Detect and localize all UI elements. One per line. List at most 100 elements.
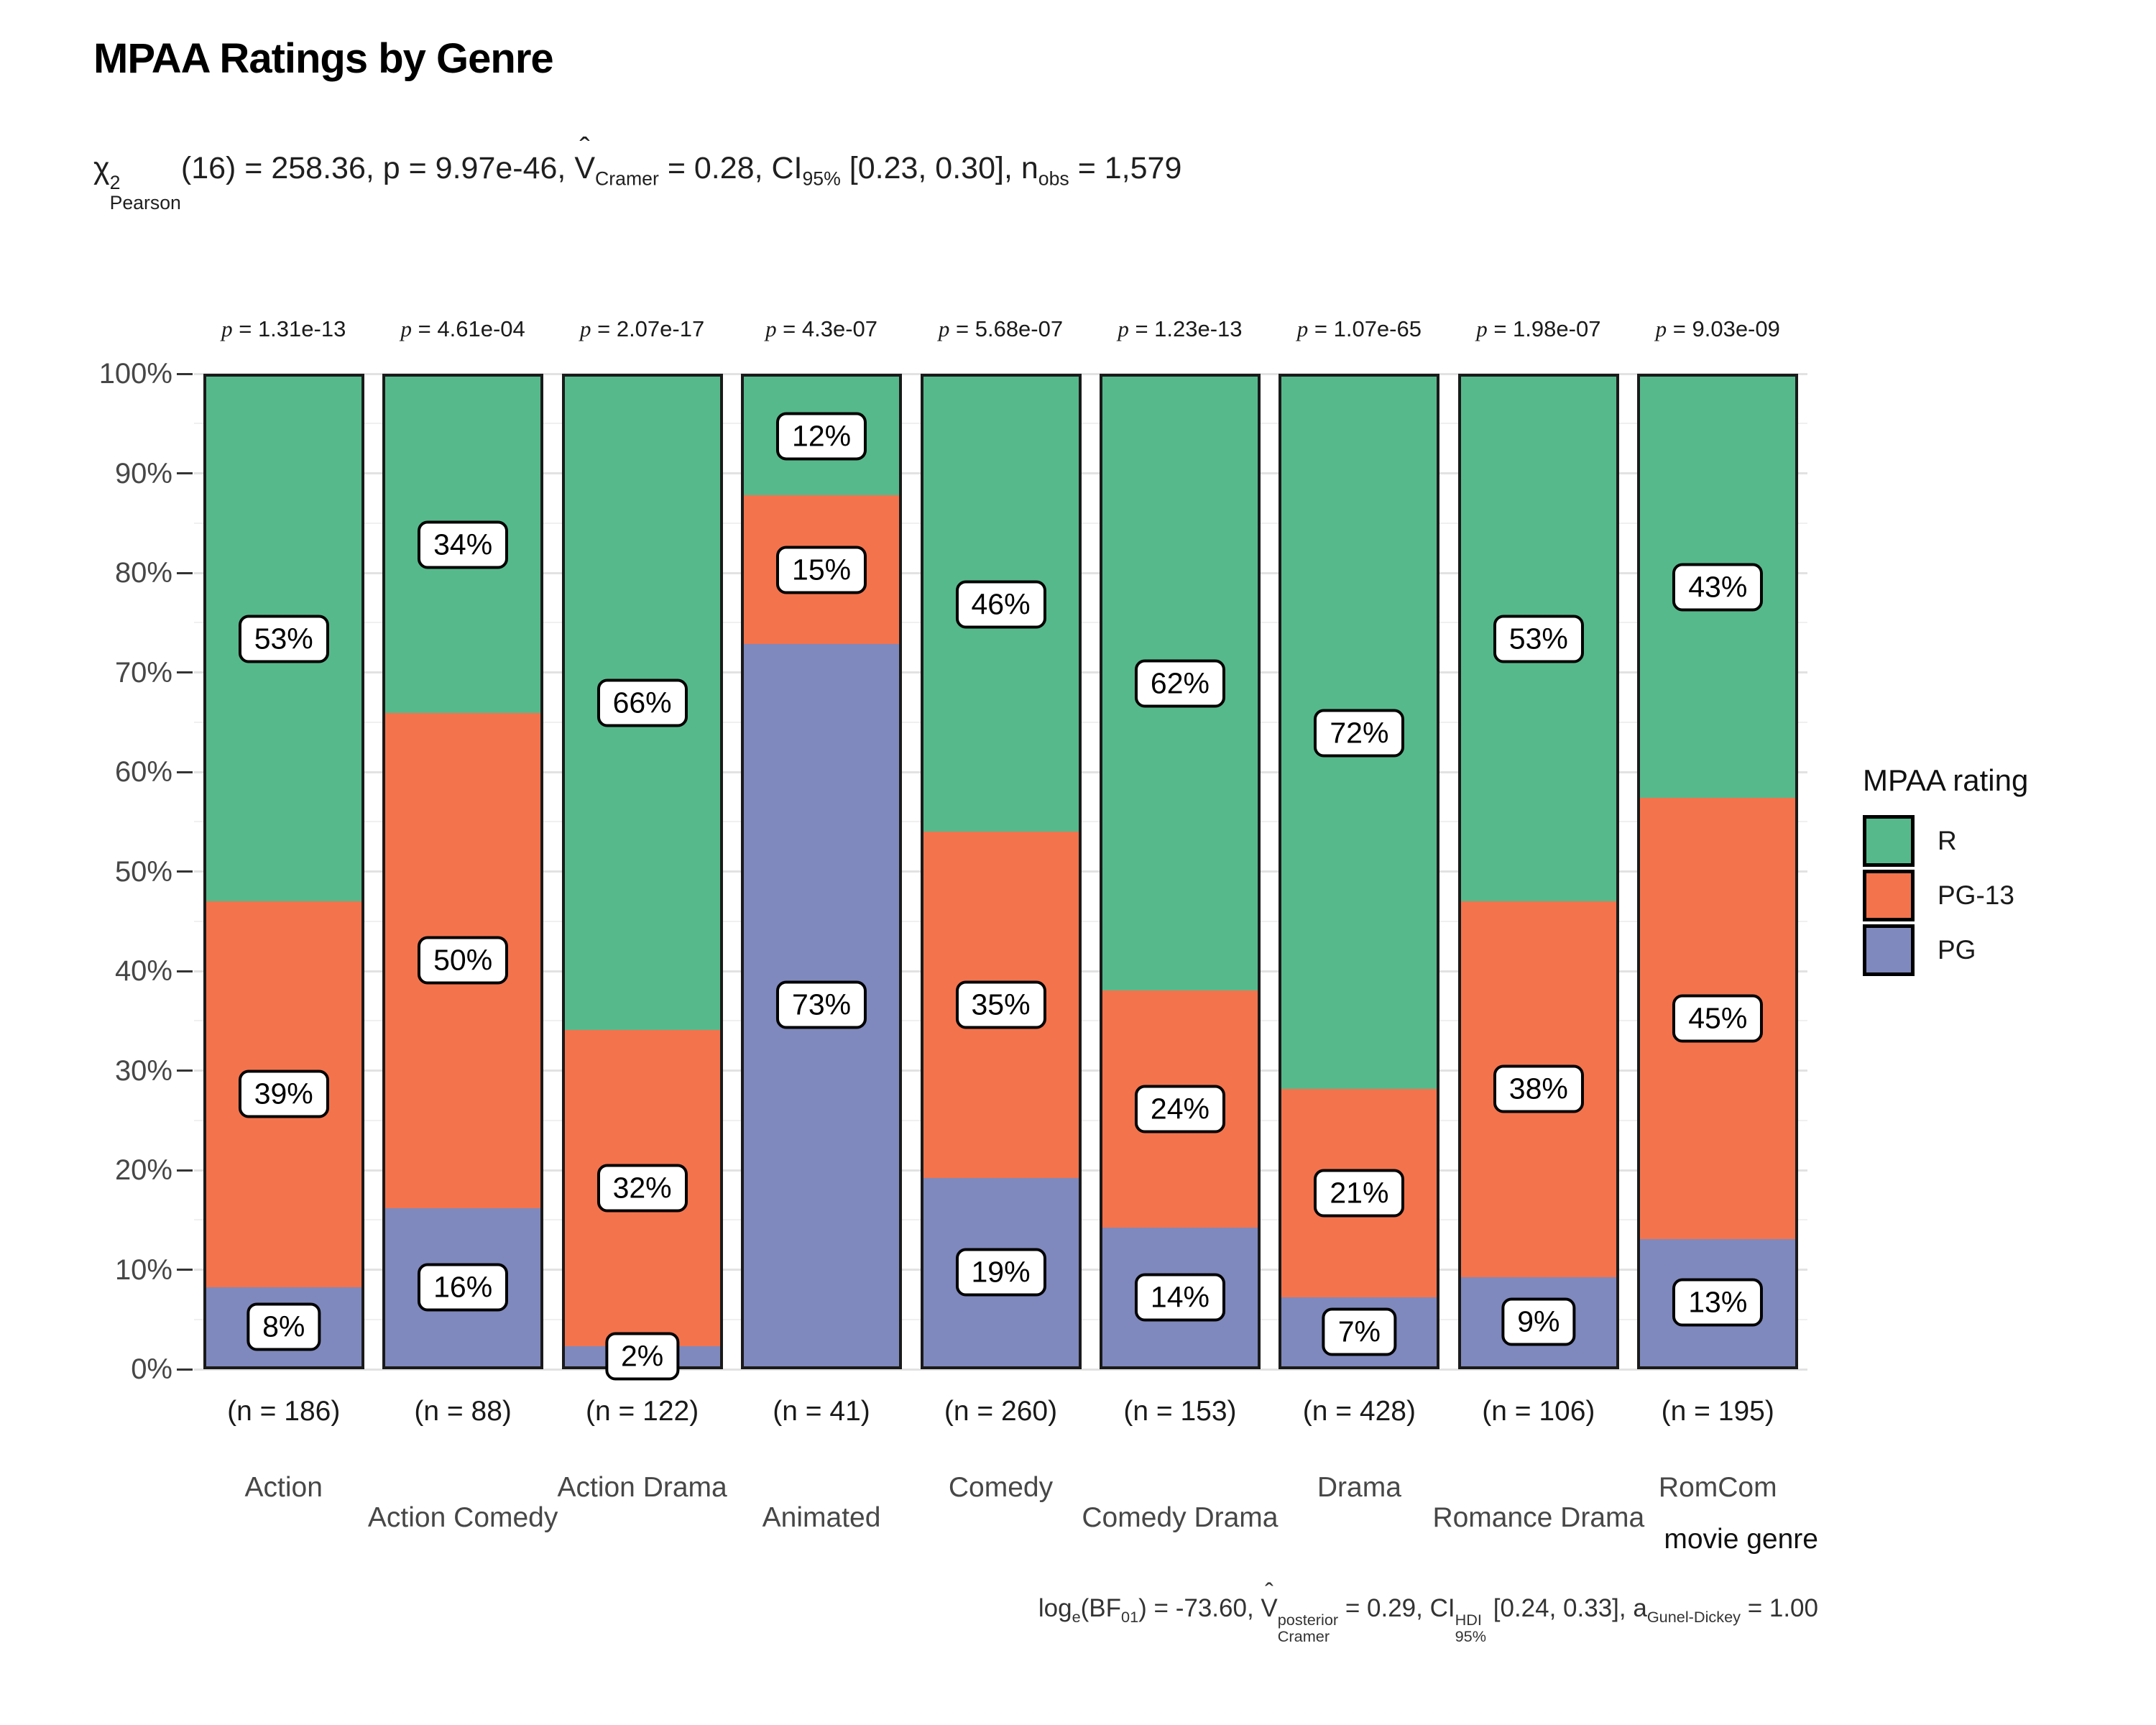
x-tick-label: Action Drama <box>557 1472 727 1503</box>
y-tick-mark <box>177 472 193 474</box>
legend-swatch-pg-13 <box>1863 870 1915 921</box>
segment-value-label: 24% <box>1134 1085 1225 1133</box>
segment-value-label: 19% <box>955 1248 1046 1297</box>
legend-item: PG-13 <box>1863 870 2028 921</box>
y-tick-label: 80% <box>114 557 172 589</box>
legend-swatch-pg <box>1863 924 1915 976</box>
bar-sample-size: (n = 122) <box>586 1396 699 1427</box>
x-tick-label: Comedy <box>948 1472 1054 1503</box>
x-tick-label: Drama <box>1317 1472 1401 1503</box>
y-tick-label: 30% <box>114 1054 172 1087</box>
x-tick-label: Comedy Drama <box>1082 1502 1279 1533</box>
legend-label: PG <box>1938 935 1976 965</box>
y-tick-mark <box>177 1169 193 1172</box>
segment-value-label: 13% <box>1672 1278 1764 1327</box>
segment-value-label: 14% <box>1134 1273 1225 1322</box>
y-tick-label: 100% <box>98 358 172 390</box>
bar-p-value: p = 1.23e-13 <box>1118 316 1243 341</box>
legend-label: PG-13 <box>1938 880 2014 910</box>
legend-title: MPAA rating <box>1863 763 2029 797</box>
y-tick-mark <box>177 870 193 873</box>
segment-value-label: 12% <box>776 412 867 461</box>
y-tick-label: 40% <box>114 955 172 987</box>
stacked-bar: 66% 32% 2% <box>561 374 723 1381</box>
segment-value-label: 53% <box>238 615 329 663</box>
segment-value-label: 46% <box>955 580 1046 629</box>
x-tick-label: RomCom <box>1658 1472 1777 1503</box>
bar-p-value: p = 4.3e-07 <box>765 316 878 341</box>
bar-sample-size: (n = 195) <box>1661 1396 1774 1427</box>
stacked-bar: 46% 35% 19% <box>920 374 1082 1369</box>
stacked-bar: 62% 24% 14% <box>1099 374 1261 1369</box>
y-tick-mark <box>177 372 193 375</box>
stacked-bar: 53% 39% 8% <box>203 374 364 1369</box>
stacked-bar: 12% 15% 73% <box>741 374 903 1369</box>
bar-sample-size: (n = 153) <box>1123 1396 1237 1427</box>
segment-value-label: 34% <box>418 520 509 569</box>
legend-swatch-r <box>1863 815 1915 867</box>
y-tick-label: 20% <box>114 1154 172 1186</box>
bar-sample-size: (n = 106) <box>1482 1396 1595 1427</box>
segment-value-label: 72% <box>1314 709 1405 758</box>
bar-sample-size: (n = 41) <box>773 1396 870 1427</box>
segment-value-label: 9% <box>1501 1297 1576 1346</box>
bar-sample-size: (n = 186) <box>227 1396 341 1427</box>
segment-value-label: 38% <box>1493 1064 1584 1113</box>
segment-value-label: 8% <box>247 1302 321 1351</box>
bar-p-value: p = 1.31e-13 <box>221 316 346 341</box>
segment-value-label: 50% <box>418 936 509 985</box>
segment-value-label: 2% <box>604 1332 680 1381</box>
stacked-bar: 34% 50% 16% <box>382 374 544 1369</box>
segment-value-label: 7% <box>1322 1307 1397 1356</box>
segment-value-label: 45% <box>1672 994 1764 1043</box>
bar-p-value: p = 1.98e-07 <box>1476 316 1601 341</box>
segment-value-label: 32% <box>596 1164 688 1213</box>
bar-p-value: p = 2.07e-17 <box>580 316 705 341</box>
bar-sample-size: (n = 428) <box>1302 1396 1416 1427</box>
gridline-major <box>194 1368 1807 1371</box>
segment-value-label: 62% <box>1134 659 1225 708</box>
segment-value-label: 21% <box>1314 1169 1405 1218</box>
y-tick-label: 60% <box>114 756 172 788</box>
y-tick-mark <box>177 1269 193 1271</box>
stacked-bar: 72% 21% 7% <box>1279 374 1440 1369</box>
y-tick-label: 70% <box>114 656 172 689</box>
bar-sample-size: (n = 88) <box>414 1396 512 1427</box>
bar-p-value: p = 1.07e-65 <box>1296 316 1422 341</box>
y-tick-mark <box>177 671 193 673</box>
y-tick-mark <box>177 1368 193 1371</box>
y-tick-label: 0% <box>131 1353 172 1385</box>
bar-sample-size: (n = 260) <box>944 1396 1058 1427</box>
legend-label: R <box>1938 826 1957 855</box>
legend: MPAA rating R PG-13 PG <box>1863 763 2028 979</box>
segment-value-label: 35% <box>955 980 1046 1029</box>
segment-value-label: 53% <box>1493 615 1584 663</box>
chart-title: MPAA Ratings by Genre <box>93 35 554 82</box>
segment-value-label: 39% <box>238 1070 329 1118</box>
bar-p-value: p = 4.61e-04 <box>400 316 525 341</box>
segment-value-label: 66% <box>596 678 688 727</box>
stacked-bar: 53% 38% 9% <box>1457 374 1619 1369</box>
x-tick-label: Romance Drama <box>1432 1502 1645 1533</box>
bar-p-value: p = 9.03e-09 <box>1655 316 1780 341</box>
legend-item: PG <box>1863 924 2028 976</box>
x-tick-label: Animated <box>762 1502 881 1533</box>
x-axis-label: movie genre <box>1664 1524 1818 1555</box>
y-tick-mark <box>177 770 193 773</box>
x-tick-label: Action Comedy <box>367 1502 558 1533</box>
stacked-bar: 43% 45% 13% <box>1637 374 1799 1369</box>
segment-value-label: 15% <box>776 546 867 594</box>
segment-value-label: 73% <box>776 980 867 1029</box>
y-tick-label: 90% <box>114 457 172 489</box>
y-tick-mark <box>177 1070 193 1072</box>
y-tick-label: 10% <box>114 1254 172 1286</box>
segment-value-label: 16% <box>418 1263 509 1312</box>
legend-item: R <box>1863 815 2028 867</box>
y-tick-label: 50% <box>114 855 172 888</box>
y-tick-mark <box>177 571 193 574</box>
y-tick-mark <box>177 970 193 972</box>
segment-value-label: 43% <box>1672 563 1764 612</box>
